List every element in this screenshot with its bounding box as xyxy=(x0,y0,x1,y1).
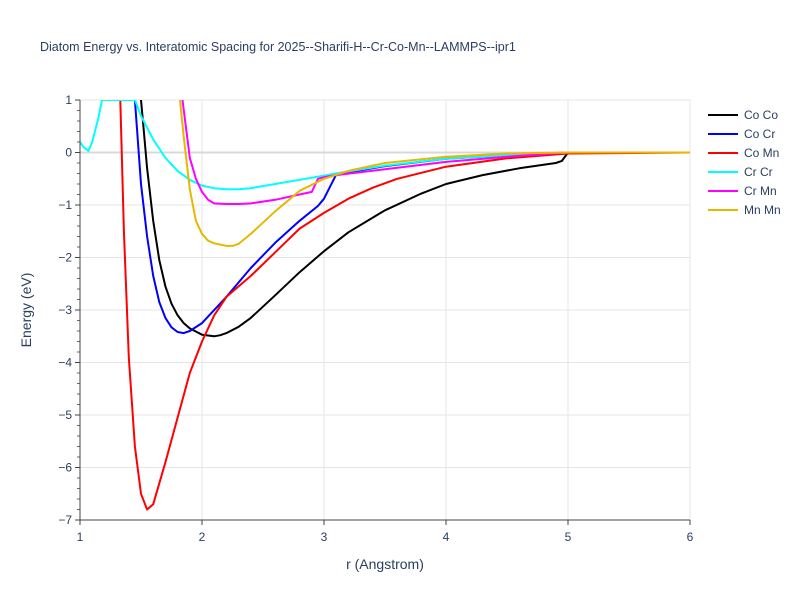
axes: 1 2 3 4 5 6 1 0 −1 −2 −3 −4 −5 −6 −7 xyxy=(58,93,693,544)
legend-label: Mn Mn xyxy=(744,203,781,217)
x-axis-title: r (Angstrom) xyxy=(346,556,424,572)
series-line-cr-cr xyxy=(80,100,690,191)
series-layer xyxy=(80,100,690,511)
legend-item-mn-mn[interactable]: Mn Mn xyxy=(708,203,781,217)
legend-item-cr-mn[interactable]: Cr Mn xyxy=(708,184,777,198)
x-tick-label: 2 xyxy=(199,530,206,544)
y-tick-label: −7 xyxy=(58,513,72,527)
legend-item-co-cr[interactable]: Co Cr xyxy=(708,127,775,141)
y-tick-label: 1 xyxy=(65,93,72,107)
legend-label: Cr Cr xyxy=(744,165,773,179)
x-tick-label: 5 xyxy=(565,530,572,544)
legend-item-co-co[interactable]: Co Co xyxy=(708,108,778,122)
y-tick-label: −1 xyxy=(58,198,72,212)
y-tick-label: −6 xyxy=(58,461,72,475)
series-line-co-mn xyxy=(119,100,690,511)
legend-label: Co Co xyxy=(744,108,778,122)
y-tick-label: −5 xyxy=(58,408,72,422)
y-tick-label: −4 xyxy=(58,356,72,370)
legend-label: Co Cr xyxy=(744,127,775,141)
y-tick-label: 0 xyxy=(65,146,72,160)
legend-label: Cr Mn xyxy=(744,184,777,198)
series-line-cr-mn xyxy=(181,100,690,205)
series-line-mn-mn xyxy=(179,100,690,247)
x-tick-label: 6 xyxy=(687,530,694,544)
x-tick-label: 1 xyxy=(77,530,84,544)
y-tick-label: −3 xyxy=(58,303,72,317)
legend[interactable]: Co Co Co Cr Co Mn Cr Cr Cr Mn Mn Mn xyxy=(708,108,781,217)
y-axis-title: Energy (eV) xyxy=(18,273,34,348)
legend-item-cr-cr[interactable]: Cr Cr xyxy=(708,165,773,179)
series-line-co-co xyxy=(140,100,690,338)
chart-title: Diatom Energy vs. Interatomic Spacing fo… xyxy=(40,40,516,54)
x-tick-label: 3 xyxy=(321,530,328,544)
legend-label: Co Mn xyxy=(744,146,779,160)
y-tick-label: −2 xyxy=(58,251,72,265)
series-line-co-cr xyxy=(133,100,690,335)
legend-item-co-mn[interactable]: Co Mn xyxy=(708,146,779,160)
x-tick-label: 4 xyxy=(443,530,450,544)
